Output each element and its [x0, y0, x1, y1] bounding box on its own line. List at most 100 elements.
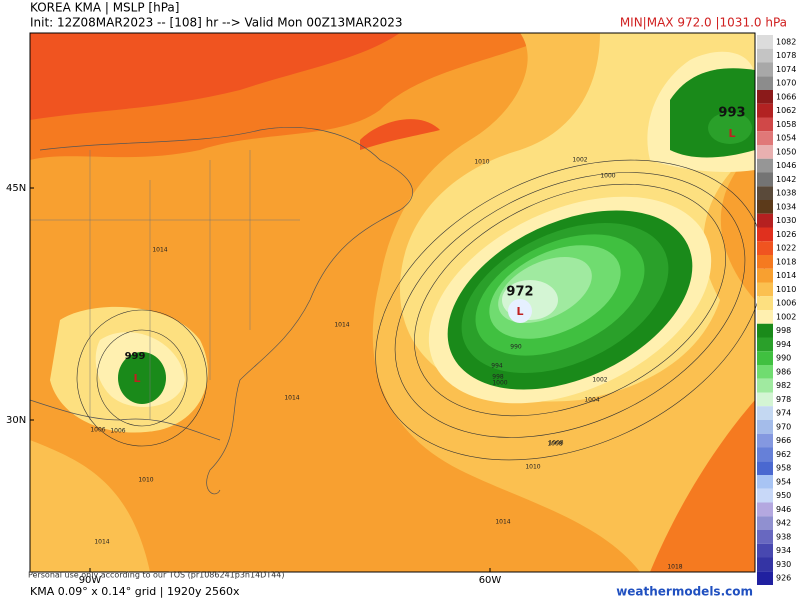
isobar-label: 1002	[572, 157, 587, 164]
isobar-label: 1002	[592, 377, 607, 384]
colorbar-swatch	[757, 76, 773, 90]
colorbar-swatch	[757, 213, 773, 228]
colorbar-swatch	[757, 282, 773, 297]
colorbar-swatch	[757, 543, 773, 558]
isobar-label: 1010	[474, 159, 489, 166]
colorbar-label: 990	[776, 354, 791, 363]
colorbar-swatch	[757, 475, 773, 489]
lon-label: 60W	[479, 575, 502, 586]
colorbar-label: 1054	[776, 134, 796, 143]
colorbar-label: 1066	[776, 92, 796, 101]
colorbar-label: 986	[776, 367, 791, 376]
colorbar-label: 998	[776, 326, 791, 335]
colorbar-swatch	[757, 158, 773, 173]
map	[29, 33, 765, 572]
isobar-label: 1010	[138, 477, 153, 484]
init-line: Init: 12Z08MAR2023 -- [108] hr --> Valid…	[30, 16, 403, 30]
colorbar-swatch	[757, 241, 773, 255]
colorbar-swatch	[757, 420, 773, 434]
colorbar-swatch	[757, 447, 773, 462]
colorbar-swatch	[757, 378, 773, 393]
isobar-label: 1014	[495, 519, 510, 526]
colorbar-swatch	[757, 502, 773, 517]
colorbar-label: 970	[776, 422, 791, 431]
isobar-label: 1018	[667, 564, 682, 571]
center-marker: L	[728, 127, 735, 140]
colorbar-label: 1070	[776, 79, 796, 88]
colorbar-swatch	[757, 323, 773, 338]
colorbar-label: 1082	[776, 37, 796, 46]
center-value: 993	[718, 106, 745, 121]
isobar-label: 1008	[548, 440, 563, 447]
colorbar-swatch	[757, 117, 773, 132]
isobar-label: 994	[491, 363, 503, 370]
isobar-label: 1000	[600, 173, 615, 180]
isobar-label: 1008	[547, 441, 562, 448]
colorbar-label: 950	[776, 491, 791, 500]
colorbar-label: 1002	[776, 312, 796, 321]
isobar-label: 1014	[152, 247, 167, 254]
lat-label: 45N	[6, 183, 26, 194]
map-frame	[29, 32, 756, 573]
colorbar-label: 1010	[776, 285, 796, 294]
low-2-inner	[708, 112, 752, 144]
low-3-998	[118, 352, 166, 404]
colorbar-label: 962	[776, 450, 791, 459]
colorbar-label: 926	[776, 574, 791, 583]
graticule-ticks	[30, 187, 491, 572]
colorbar-label: 946	[776, 505, 791, 514]
colorbar-swatch	[757, 145, 773, 159]
colorbar-label: 966	[776, 436, 791, 445]
colorbar-swatch	[757, 35, 773, 49]
colorbar-swatch	[757, 351, 773, 365]
colorbar-label: 934	[776, 546, 791, 555]
center-marker: L	[516, 305, 523, 318]
colorbar-label: 1006	[776, 299, 796, 308]
isobar-label: 1014	[94, 539, 109, 546]
grid-info: KMA 0.09° x 0.14° grid | 1920y 2560x	[30, 585, 240, 598]
colorbar-swatch	[757, 516, 773, 530]
colorbar-label: 1018	[776, 257, 796, 266]
colorbar-label: 1022	[776, 244, 796, 253]
low-1-core	[508, 299, 532, 323]
center-marker: L	[133, 372, 140, 385]
colorbar-label: 978	[776, 395, 791, 404]
center-value: 972	[506, 285, 533, 300]
center-value: 999	[125, 351, 146, 362]
colorbar-label: 930	[776, 560, 791, 569]
tos-note: Personal use only according to our TOS (…	[28, 571, 285, 580]
colorbar-label: 942	[776, 519, 791, 528]
borders	[30, 150, 300, 420]
colorbar-swatch	[757, 296, 773, 310]
colorbar-label: 1046	[776, 161, 796, 170]
lon-label: 90W	[79, 575, 102, 586]
colorbar-swatch	[757, 131, 773, 145]
colorbar-label: 1042	[776, 175, 796, 184]
colorbar-swatch	[757, 227, 773, 242]
colorbar-label: 1074	[776, 65, 796, 74]
colorbar-label: 1038	[776, 189, 796, 198]
colorbar-swatch	[757, 200, 773, 214]
colorbar-swatch	[757, 310, 773, 324]
isobar	[76, 309, 208, 447]
colorbar-label: 1014	[776, 271, 796, 280]
colorbar-swatch	[757, 337, 773, 352]
colorbar-swatch	[757, 557, 773, 572]
colorbar-label: 938	[776, 532, 791, 541]
min-max: MIN|MAX 972.0 |1031.0 hPa	[620, 16, 787, 30]
colorbar-swatch	[757, 530, 773, 544]
colorbar-swatch	[757, 571, 773, 585]
isobar	[394, 172, 746, 438]
colorbar-swatch	[757, 255, 773, 269]
isobars	[76, 159, 765, 461]
region-1018-se	[650, 400, 755, 572]
colorbar-swatch	[757, 392, 773, 407]
site-link[interactable]: weathermodels.com	[616, 585, 753, 599]
isobar-label: 1014	[334, 322, 349, 329]
isobar-label: 1000	[492, 380, 507, 387]
isobar-label: 1004	[584, 397, 599, 404]
colorbar-swatch	[757, 62, 773, 77]
colorbar-label: 982	[776, 381, 791, 390]
isobar-label: 1014	[284, 395, 299, 402]
